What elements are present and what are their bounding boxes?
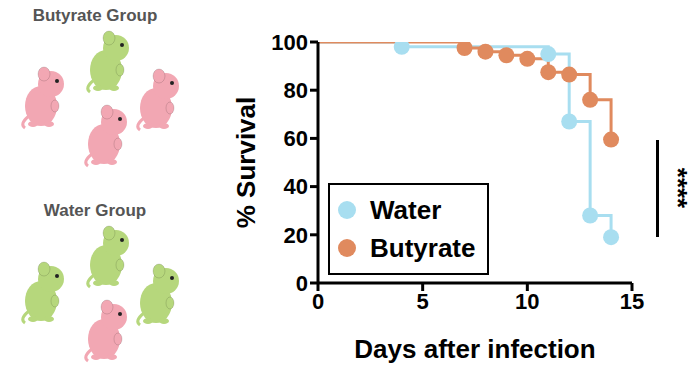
- svg-text:40: 40: [284, 174, 308, 199]
- svg-text:10: 10: [515, 289, 539, 314]
- svg-text:80: 80: [284, 78, 308, 103]
- svg-text:20: 20: [284, 223, 308, 248]
- svg-text:100: 100: [271, 30, 308, 55]
- svg-text:% Survival: % Survival: [231, 97, 261, 229]
- svg-text:Days after infection: Days after infection: [354, 334, 595, 364]
- html-text:Water: Water: [370, 194, 442, 225]
- svg-text:0: 0: [296, 271, 308, 296]
- html-text:Butyrate Group: Butyrate Group: [32, 6, 158, 25]
- svg-text:15: 15: [620, 289, 644, 314]
- svg-text:0: 0: [312, 289, 324, 314]
- html-text:Water Group: Water Group: [43, 201, 147, 220]
- html-text:Butyrate: Butyrate: [370, 232, 476, 263]
- svg-text:5: 5: [417, 289, 429, 314]
- svg-text:60: 60: [284, 126, 308, 151]
